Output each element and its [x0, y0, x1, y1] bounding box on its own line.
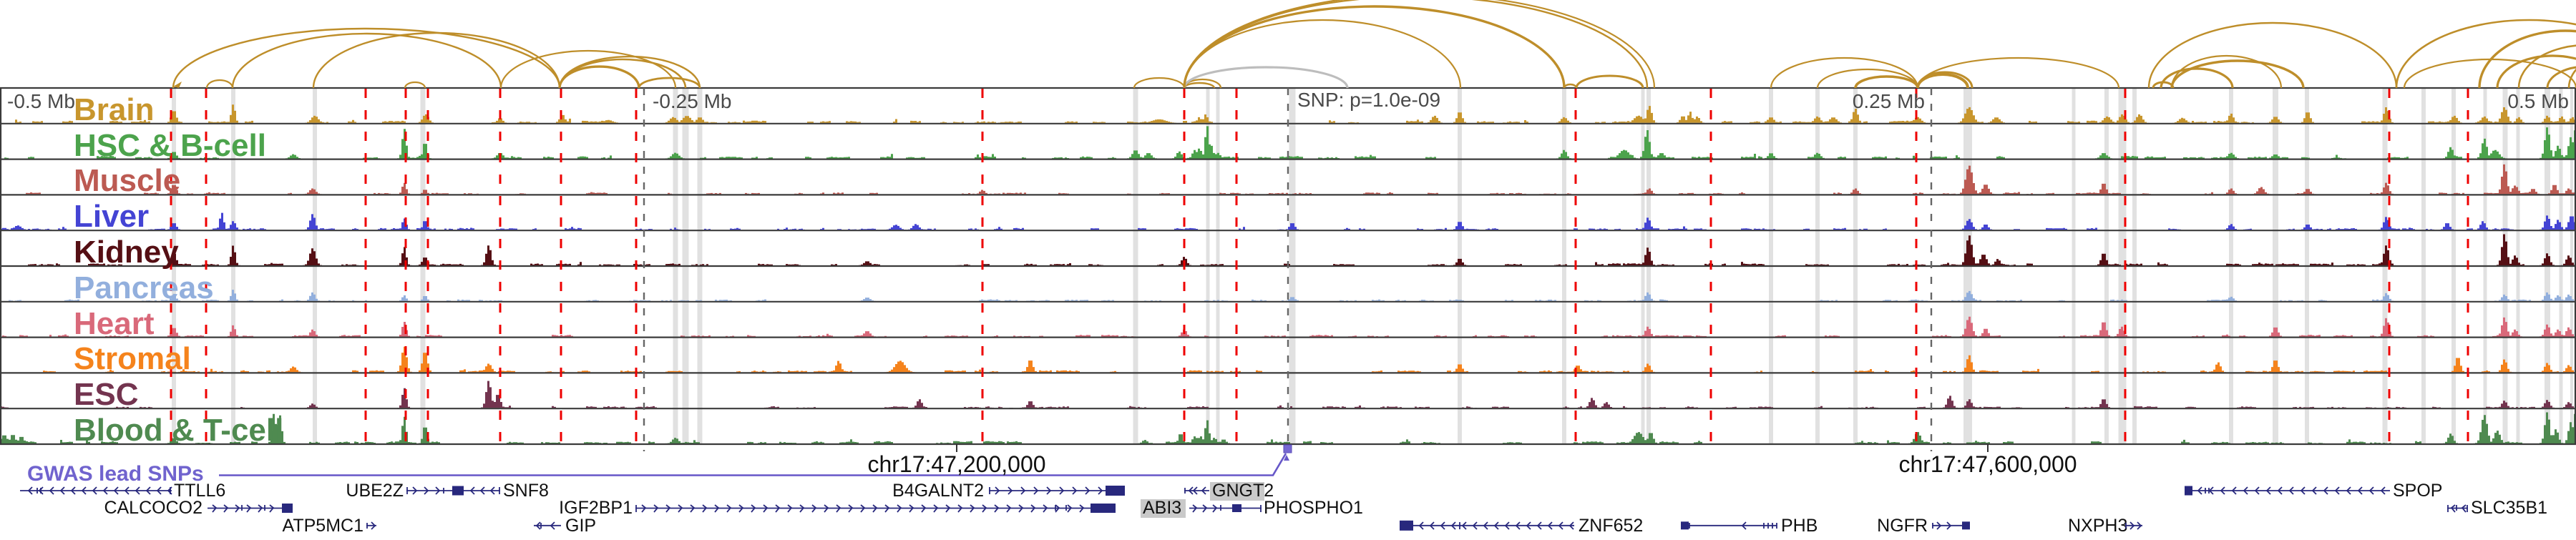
- svg-text:ZNF652: ZNF652: [1579, 516, 1643, 536]
- svg-text:GWAS lead SNPs: GWAS lead SNPs: [27, 462, 204, 486]
- svg-text:Stromal: Stromal: [74, 341, 191, 376]
- svg-text:ATP5MC1: ATP5MC1: [283, 516, 364, 536]
- svg-text:SNF8: SNF8: [503, 481, 549, 501]
- svg-text:PHOSPHO1: PHOSPHO1: [1264, 498, 1363, 518]
- svg-text:Kidney: Kidney: [74, 235, 179, 270]
- svg-text:PHB: PHB: [1781, 516, 1818, 536]
- svg-text:Blood & T-cell: Blood & T-cell: [74, 413, 283, 448]
- svg-text:chr17:47,600,000: chr17:47,600,000: [1898, 451, 2077, 477]
- svg-text:ABI3: ABI3: [1143, 498, 1181, 518]
- svg-text:NGFR: NGFR: [1877, 516, 1928, 536]
- svg-text:B4GALNT2: B4GALNT2: [892, 481, 984, 501]
- svg-text:Heart: Heart: [74, 306, 155, 341]
- svg-text:Pancreas: Pancreas: [74, 270, 214, 305]
- svg-text:-0.25 Mb: -0.25 Mb: [653, 90, 732, 112]
- svg-text:chr17:47,200,000: chr17:47,200,000: [867, 451, 1045, 477]
- svg-text:UBE2Z: UBE2Z: [346, 481, 404, 501]
- svg-text:IGF2BP1: IGF2BP1: [559, 498, 633, 518]
- svg-text:Muscle: Muscle: [74, 163, 180, 198]
- svg-text:ESC: ESC: [74, 377, 138, 412]
- svg-text:Brain: Brain: [74, 92, 154, 127]
- svg-text:Liver: Liver: [74, 199, 149, 234]
- svg-text:GIP: GIP: [565, 516, 596, 536]
- svg-text:SNP: p=1.0e-09: SNP: p=1.0e-09: [1297, 89, 1440, 111]
- svg-text:-0.5 Mb: -0.5 Mb: [7, 90, 75, 112]
- svg-text:HSC & B-cell: HSC & B-cell: [74, 128, 266, 163]
- svg-text:0.25 Mb: 0.25 Mb: [1853, 90, 1925, 112]
- svg-text:0.5 Mb: 0.5 Mb: [2507, 90, 2569, 112]
- svg-text:GNGT2: GNGT2: [1212, 481, 1274, 501]
- svg-text:SLC35B1: SLC35B1: [2471, 498, 2547, 518]
- svg-text:SPOP: SPOP: [2393, 481, 2442, 501]
- svg-text:CALCOCO2: CALCOCO2: [104, 498, 203, 518]
- svg-text:NXPH3: NXPH3: [2068, 516, 2127, 536]
- svg-text:TTLL6: TTLL6: [174, 481, 225, 501]
